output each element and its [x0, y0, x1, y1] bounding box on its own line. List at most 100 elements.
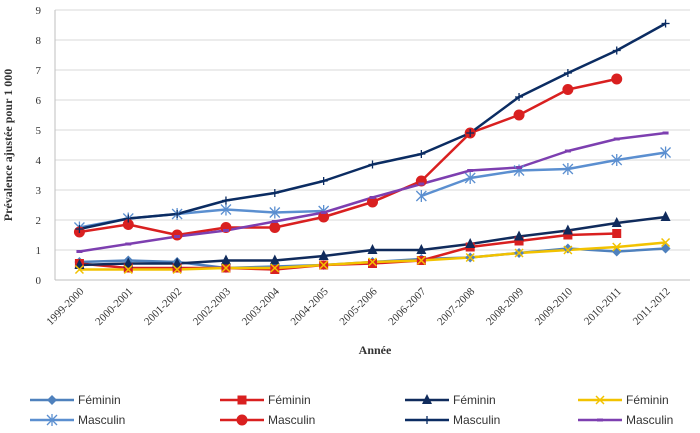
y-tick-label: 4: [36, 155, 42, 167]
data-point: [221, 196, 230, 205]
data-point: [595, 395, 605, 405]
y-axis-title: Prévalence ajustée pour 1 000: [1, 69, 15, 221]
y-tick-label: 8: [36, 35, 42, 47]
data-point: [513, 109, 525, 121]
data-point: [123, 257, 134, 268]
legend-label: Masculin: [626, 413, 673, 427]
legend-label: Masculin: [268, 413, 315, 427]
legend-item: Féminin: [220, 393, 311, 407]
x-tick-label: 2000-2001: [93, 286, 135, 328]
legend-item: Féminin: [578, 393, 669, 407]
data-point: [660, 211, 671, 221]
legend-label: Féminin: [626, 393, 669, 407]
data-point: [418, 182, 425, 186]
data-point: [514, 236, 524, 246]
x-tick-labels: 1999-2000 2000-2001 2001-2002 2002-2003 2003…: [44, 285, 672, 328]
data-point: [237, 395, 247, 405]
legend-item: Masculin: [405, 413, 500, 427]
data-point: [124, 214, 133, 223]
data-point: [123, 263, 133, 273]
y-tick-label: 1: [36, 245, 42, 257]
data-point: [270, 263, 280, 273]
data-point: [562, 84, 574, 95]
legend-label: Féminin: [78, 393, 121, 407]
data-point: [367, 244, 378, 254]
data-point: [368, 160, 377, 169]
data-point: [174, 235, 181, 238]
series-line: [79, 77, 617, 237]
data-point: [122, 219, 134, 230]
legend-label: Masculin: [453, 413, 500, 427]
data-point: [597, 418, 603, 422]
data-point: [221, 263, 231, 273]
data-point: [514, 230, 525, 241]
legend-item: Féminin: [405, 393, 496, 407]
data-point: [661, 237, 671, 248]
data-point: [515, 93, 524, 101]
data-point: [125, 242, 132, 246]
legend-item: Masculin: [220, 413, 315, 427]
x-tick-label: 2009-2010: [533, 285, 576, 328]
y-tick-label: 5: [36, 125, 42, 137]
data-point: [319, 177, 328, 185]
series-markers-4: [74, 237, 671, 275]
data-point: [318, 250, 329, 260]
data-point: [74, 264, 84, 275]
data-point: [76, 250, 83, 253]
data-point: [466, 129, 475, 137]
data-point: [269, 222, 281, 233]
data-point: [271, 220, 278, 223]
x-tick-label: 2008-2009: [484, 285, 527, 328]
data-point: [660, 146, 672, 159]
data-point: [319, 260, 329, 270]
data-point: [516, 166, 523, 169]
data-point: [415, 190, 427, 202]
data-point: [563, 230, 573, 240]
x-axis-title: Année: [359, 343, 392, 357]
data-point: [270, 265, 280, 274]
data-point: [367, 257, 378, 267]
data-point: [661, 19, 670, 28]
y-tick-label: 3: [36, 185, 42, 197]
data-point: [611, 73, 623, 85]
x-tick-label: 2004-2005: [289, 285, 332, 328]
data-point: [563, 245, 573, 255]
legend-label: Masculin: [78, 413, 125, 427]
data-point: [563, 69, 572, 77]
data-point: [47, 395, 57, 405]
data-point: [465, 252, 475, 263]
legend-item: Masculin: [30, 413, 125, 427]
data-point: [562, 224, 573, 235]
data-point: [464, 172, 476, 184]
data-point: [220, 254, 231, 265]
data-point: [236, 414, 248, 426]
data-point: [75, 225, 84, 233]
x-tick-label: 2011-2012: [631, 286, 673, 328]
data-point: [612, 46, 621, 55]
y-tick-label: 7: [36, 65, 42, 77]
x-tick-label: 2007-2008: [435, 285, 478, 328]
x-tick-label: 2001-2002: [142, 286, 184, 328]
data-point: [172, 257, 183, 268]
y-tick-label: 0: [36, 275, 42, 287]
data-point: [369, 196, 376, 199]
data-point: [368, 259, 377, 268]
data-point: [123, 264, 133, 275]
y-tick-labels: 0 1 2 3 4 5 6 7 8 9: [36, 5, 42, 287]
data-point: [612, 242, 622, 252]
data-point: [613, 137, 620, 141]
x-tick-label: 2003-2004: [240, 285, 283, 328]
data-point: [172, 263, 182, 273]
data-point: [612, 229, 622, 238]
data-point: [269, 206, 281, 219]
data-point: [46, 414, 58, 426]
data-point: [270, 189, 279, 197]
data-point: [611, 217, 622, 227]
y-tick-label: 2: [36, 215, 42, 227]
data-point: [222, 229, 229, 232]
data-point: [465, 238, 476, 248]
legend-label: Féminin: [453, 393, 496, 407]
y-tick-label: 6: [36, 95, 42, 107]
plot-area: [73, 19, 672, 275]
